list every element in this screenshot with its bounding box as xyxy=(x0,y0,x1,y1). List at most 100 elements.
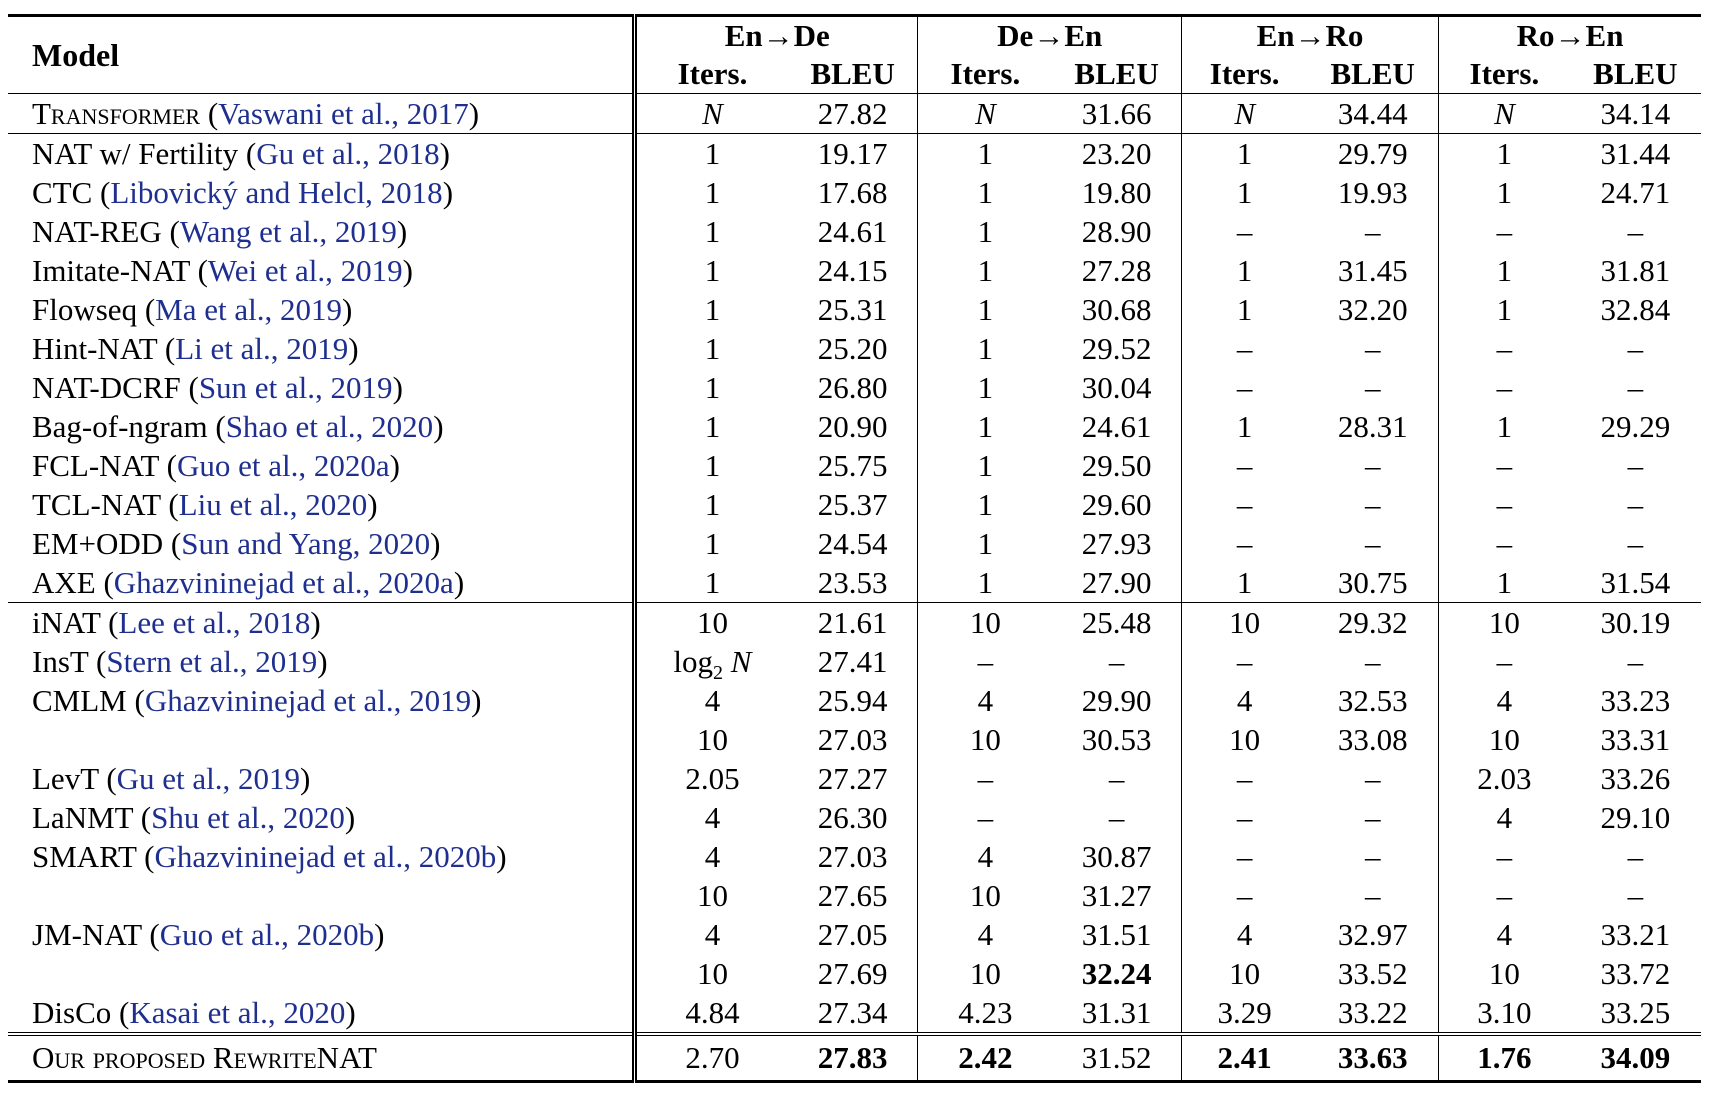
citation-link[interactable]: Shu et al., 2020 xyxy=(151,800,345,835)
table-row: Flowseq (Ma et al., 2019) 1 25.31 1 30.68 1 32… xyxy=(8,290,1701,329)
citation-link[interactable]: Guo et al., 2020a xyxy=(176,448,390,483)
citation-link[interactable]: Guo et al., 2020b xyxy=(159,917,375,952)
cell-value: – xyxy=(1627,839,1644,874)
cell-value: 2.41 xyxy=(1217,1040,1272,1075)
cell-value: 1 xyxy=(1496,292,1513,327)
citation-link[interactable]: Sun and Yang, 2020 xyxy=(181,526,431,561)
cell-value: – xyxy=(1496,448,1513,483)
citation-link[interactable]: Shao et al., 2020 xyxy=(225,409,434,444)
citation-link[interactable]: Libovický and Helcl, 2018 xyxy=(110,175,443,210)
cell-value: – xyxy=(1627,487,1644,522)
cell-value: 33.22 xyxy=(1337,995,1408,1030)
cell-value: 27.93 xyxy=(1081,526,1152,561)
bleu-cell: 32.53 xyxy=(1307,681,1440,720)
cell-value: 33.25 xyxy=(1600,995,1671,1030)
citation-link[interactable]: Gu et al., 2019 xyxy=(116,761,301,796)
cell-value: 30.53 xyxy=(1081,722,1152,757)
iters-cell: 1 xyxy=(918,290,1052,329)
iters-cell: 2.70 xyxy=(634,1032,788,1083)
iters-cell: – xyxy=(1181,368,1307,407)
citation-link[interactable]: Stern et al., 2019 xyxy=(106,644,318,679)
cell-value: 2.70 xyxy=(685,1040,740,1075)
bleu-cell: 30.75 xyxy=(1307,563,1440,603)
bleu-cell: – xyxy=(1307,876,1440,915)
citation-link[interactable]: Wang et al., 2019 xyxy=(179,214,397,249)
bleu-cell: 24.54 xyxy=(787,524,919,563)
results-table: Model En→De De→En En→Ro Ro→En Iters. BLE… xyxy=(8,14,1701,1083)
model-name-cell: iNAT (Lee et al., 2018) xyxy=(8,602,638,642)
bleu-cell: 23.20 xyxy=(1052,133,1182,173)
bleu-cell: 33.21 xyxy=(1570,915,1701,954)
iters-cell: 10 xyxy=(1181,954,1307,993)
bleu-cell: 34.44 xyxy=(1307,93,1440,134)
iters-cell: 4.23 xyxy=(918,993,1052,1034)
model-name: Our proposed RewriteNAT xyxy=(32,1040,377,1075)
iters-cell: – xyxy=(1439,524,1570,563)
cell-value: 31.54 xyxy=(1600,565,1671,600)
table-row: 10 27.65 10 31.27 – – – – xyxy=(8,876,1701,915)
citation-link[interactable]: Ghazvininejad et al., 2020a xyxy=(113,565,454,600)
table-row: AXE (Ghazvininejad et al., 2020a) 1 23.53 1… xyxy=(8,563,1701,603)
bleu-cell: 29.10 xyxy=(1570,798,1701,837)
table-row: LaNMT (Shu et al., 2020) 4 26.30 – – – – 4 29.10 xyxy=(8,798,1701,837)
cell-value: 1 xyxy=(977,487,994,522)
cell-value: – xyxy=(1627,526,1644,561)
cell-value: 4 xyxy=(1236,917,1253,952)
cell-value: – xyxy=(1364,878,1381,913)
citation-link[interactable]: Li et al., 2019 xyxy=(175,331,349,366)
citation-link[interactable]: Lee et al., 2018 xyxy=(118,605,311,640)
iters-cell: 2.41 xyxy=(1181,1032,1308,1083)
bleu-cell: 31.51 xyxy=(1052,915,1182,954)
iters-cell: 1 xyxy=(1438,133,1570,173)
cell-value: 4 xyxy=(1236,683,1253,718)
table-row: InsT (Stern et al., 2019) log2 N 27.41– – – –… xyxy=(8,642,1701,681)
iters-cell: – xyxy=(1181,329,1307,368)
iters-cell: 1 xyxy=(635,407,788,446)
cell-value: – xyxy=(1236,526,1253,561)
citation-link[interactable]: Sun et al., 2019 xyxy=(198,370,393,405)
bleu-cell: – xyxy=(1307,837,1440,876)
cell-value: – xyxy=(1364,761,1381,796)
cell-value: 30.75 xyxy=(1337,565,1408,600)
cell-value: – xyxy=(1236,331,1253,366)
iters-cell: 1 xyxy=(918,407,1052,446)
cell-value: 31.51 xyxy=(1081,917,1152,952)
model-name: TCL-NAT xyxy=(32,487,161,522)
citation-link[interactable]: Kasai et al., 2020 xyxy=(129,995,346,1030)
citation-link[interactable]: Liu et al., 2020 xyxy=(178,487,368,522)
model-name-cell: NAT w/ Fertility (Gu et al., 2018) xyxy=(8,133,638,173)
cell-value: – xyxy=(1627,878,1644,913)
model-name-cell: JM-NAT (Guo et al., 2020b) xyxy=(8,915,638,954)
citation-link[interactable]: Ghazvininejad et al., 2020b xyxy=(154,839,497,874)
model-name: NAT w/ Fertility xyxy=(32,136,239,171)
cell-value: – xyxy=(1236,448,1253,483)
citation-link[interactable]: Ghazvininejad et al., 2019 xyxy=(144,683,472,718)
iters-cell: 1 xyxy=(635,368,788,407)
iters-cell: 10 xyxy=(918,720,1052,759)
citation-link[interactable]: Vaswani et al., 2017 xyxy=(218,96,469,131)
bleu-cell: 25.94 xyxy=(787,681,919,720)
cell-value: 10 xyxy=(1488,956,1520,991)
citation-link[interactable]: Ma et al., 2019 xyxy=(155,292,342,327)
cell-value: 1.76 xyxy=(1477,1040,1532,1075)
bleu-cell: 31.52 xyxy=(1052,1032,1182,1083)
bleu-cell: 30.19 xyxy=(1569,602,1701,642)
model-name: InsT xyxy=(32,644,89,679)
cell-value: – xyxy=(1364,800,1381,835)
iters-cell: – xyxy=(1439,212,1570,251)
table-row: Imitate-NAT (Wei et al., 2019) 1 24.15 1 27.… xyxy=(8,251,1701,290)
bleu-cell: 25.48 xyxy=(1052,602,1182,642)
iters-cell: 4 xyxy=(635,837,788,876)
citation-link[interactable]: Gu et al., 2018 xyxy=(256,136,440,171)
cell-value: 30.19 xyxy=(1600,605,1671,640)
table-row: EM+ODD (Sun and Yang, 2020) 1 24.54 1 27.93 –… xyxy=(8,524,1701,563)
cell-value: 4.84 xyxy=(685,995,740,1030)
bleu-cell: 30.04 xyxy=(1052,368,1182,407)
bleu-cell: 31.27 xyxy=(1052,876,1182,915)
cell-value: 1 xyxy=(977,565,994,600)
cell-value: – xyxy=(1364,448,1381,483)
iters-cell: 10 xyxy=(917,602,1053,642)
bleu-cell: 24.71 xyxy=(1570,173,1701,212)
citation-link[interactable]: Wei et al., 2019 xyxy=(207,253,403,288)
cell-value: 24.54 xyxy=(817,526,888,561)
